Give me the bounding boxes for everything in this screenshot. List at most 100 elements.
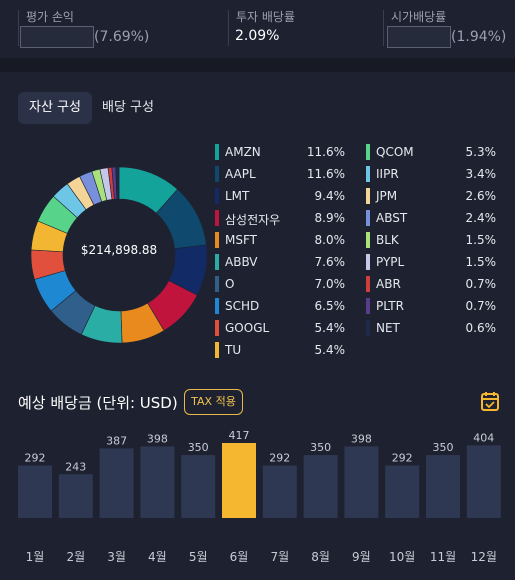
bar-8월[interactable] xyxy=(303,455,338,518)
section-separator xyxy=(0,58,515,72)
bar-7월[interactable] xyxy=(262,465,297,518)
market-yield-label: 시가배당률 xyxy=(391,10,447,24)
legend-percent: 7.6% xyxy=(314,255,346,269)
bar-4월[interactable] xyxy=(140,446,175,518)
bar-value-label: 398 xyxy=(147,432,168,445)
bar-3월[interactable] xyxy=(99,448,134,518)
legend-item-lmt: LMT 9.4% xyxy=(215,186,347,208)
legend-percent: 3.4% xyxy=(465,167,497,181)
bar-category-label: 6월 xyxy=(230,550,249,564)
bar-9월[interactable] xyxy=(344,446,379,518)
bar-category-label: 10월 xyxy=(389,550,415,564)
bar-category-label: 3월 xyxy=(107,550,126,564)
legend-percent: 8.9% xyxy=(314,211,346,225)
bar-value-label: 350 xyxy=(433,441,454,454)
legend-name: PLTR xyxy=(376,299,404,313)
legend-item-qcom: QCOM 5.3% xyxy=(366,142,496,164)
legend-name: AMZN xyxy=(225,145,261,159)
legend-swatch xyxy=(366,144,370,160)
bar-value-label: 243 xyxy=(65,460,86,473)
legend-item-abst: ABST 2.4% xyxy=(366,208,496,230)
legend-percent: 0.7% xyxy=(465,299,497,313)
bar-category-label: 2월 xyxy=(66,550,85,564)
legend-item-jpm: JPM 2.6% xyxy=(366,186,496,208)
investment-yield-label: 투자 배당률 xyxy=(236,10,296,24)
donut-slice-net[interactable] xyxy=(115,166,120,200)
bar-12월[interactable] xyxy=(466,445,501,518)
bar-6월[interactable] xyxy=(222,443,256,518)
legend-item-googl: GOOGL 5.4% xyxy=(215,318,347,340)
legend-item-msft: MSFT 8.0% xyxy=(215,230,347,252)
bar-category-label: 8월 xyxy=(311,550,330,564)
legend-item-abr: ABR 0.7% xyxy=(366,274,496,296)
legend-swatch xyxy=(366,232,370,248)
legend-item-blk: BLK 1.5% xyxy=(366,230,496,252)
bar-category-label: 12월 xyxy=(471,550,497,564)
legend-item-net: NET 0.6% xyxy=(366,318,496,340)
legend-swatch xyxy=(366,276,370,292)
legend-percent: 6.5% xyxy=(314,299,346,313)
legend-name: 삼성전자우 xyxy=(225,213,281,227)
profit-label: 평가 손익 xyxy=(26,10,74,24)
legend-swatch xyxy=(215,298,219,314)
tab-dividend-composition[interactable]: 배당 구성 xyxy=(102,100,154,115)
masked-amount xyxy=(20,26,94,48)
portfolio-total-value: $214,898.88 xyxy=(80,243,158,257)
dividend-title: 예상 배당금 (단위: USD) xyxy=(18,394,178,412)
legend-swatch xyxy=(366,298,370,314)
tax-apply-button[interactable]: TAX 적용 xyxy=(184,389,243,415)
legend-swatch xyxy=(215,254,219,270)
bar-2월[interactable] xyxy=(58,474,93,518)
legend-name: ABST xyxy=(376,211,408,225)
legend-swatch xyxy=(366,320,370,336)
legend-percent: 11.6% xyxy=(306,167,345,181)
legend-name: AAPL xyxy=(225,167,256,181)
legend-swatch xyxy=(366,188,370,204)
legend-name: GOOGL xyxy=(225,321,270,335)
legend-swatch xyxy=(366,166,370,182)
legend-swatch xyxy=(366,254,370,270)
legend-item-pltr: PLTR 0.7% xyxy=(366,296,496,318)
bar-value-label: 398 xyxy=(351,432,372,445)
legend-column-1: AMZN 11.6% AAPL 11.6% LMT 9.4% 삼성전자우 8.9% MSFT 8.… xyxy=(215,142,347,362)
legend-swatch xyxy=(215,144,219,160)
bar-11월[interactable] xyxy=(426,455,460,518)
legend-item-aapl: AAPL 11.6% xyxy=(215,164,347,186)
bar-value-label: 387 xyxy=(106,434,127,447)
legend-name: SCHD xyxy=(225,299,260,313)
summary-bar: 평가 손익 (7.69%) 투자 배당률 2.09% 시가배당률 (1.94%) xyxy=(0,0,515,58)
legend-swatch xyxy=(215,188,219,204)
market-yield-stat: 시가배당률 (1.94%) xyxy=(383,0,513,50)
legend-percent: 5.4% xyxy=(314,321,346,335)
legend-percent: 7.0% xyxy=(314,277,346,291)
legend-percent: 1.5% xyxy=(465,233,497,247)
legend-percent: 2.4% xyxy=(465,211,497,225)
divider xyxy=(228,10,229,46)
legend-name: QCOM xyxy=(376,145,414,159)
profit-percent: (7.69%) xyxy=(94,29,150,45)
legend-percent: 5.4% xyxy=(314,343,346,357)
bar-value-label: 417 xyxy=(229,429,250,442)
legend-name: IIPR xyxy=(376,167,399,181)
bar-value-label: 292 xyxy=(269,451,290,464)
legend-percent: 2.6% xyxy=(465,189,497,203)
bar-category-label: 9월 xyxy=(352,550,371,564)
legend-name: O xyxy=(225,277,235,291)
legend-percent: 1.5% xyxy=(465,255,497,269)
legend-item-amzn: AMZN 11.6% xyxy=(215,142,347,164)
bar-5월[interactable] xyxy=(181,455,216,518)
profit-value: (7.69%) xyxy=(20,26,149,48)
bar-value-label: 292 xyxy=(392,451,413,464)
legend-item-삼성전자우: 삼성전자우 8.9% xyxy=(215,208,347,230)
legend-swatch xyxy=(215,320,219,336)
legend-swatch xyxy=(215,276,219,292)
legend-swatch xyxy=(215,342,219,358)
legend-column-2: QCOM 5.3% IIPR 3.4% JPM 2.6% ABST 2.4% BLK 1.5% PY… xyxy=(366,142,496,340)
legend-name: MSFT xyxy=(225,233,257,247)
bar-10월[interactable] xyxy=(385,465,420,518)
market-yield-value: (1.94%) xyxy=(387,26,506,48)
profit-stat: 평가 손익 (7.69%) xyxy=(18,0,208,50)
bar-1월[interactable] xyxy=(18,465,52,518)
calendar-check-icon[interactable] xyxy=(481,391,499,411)
tab-asset-composition[interactable]: 자산 구성 xyxy=(18,92,92,124)
